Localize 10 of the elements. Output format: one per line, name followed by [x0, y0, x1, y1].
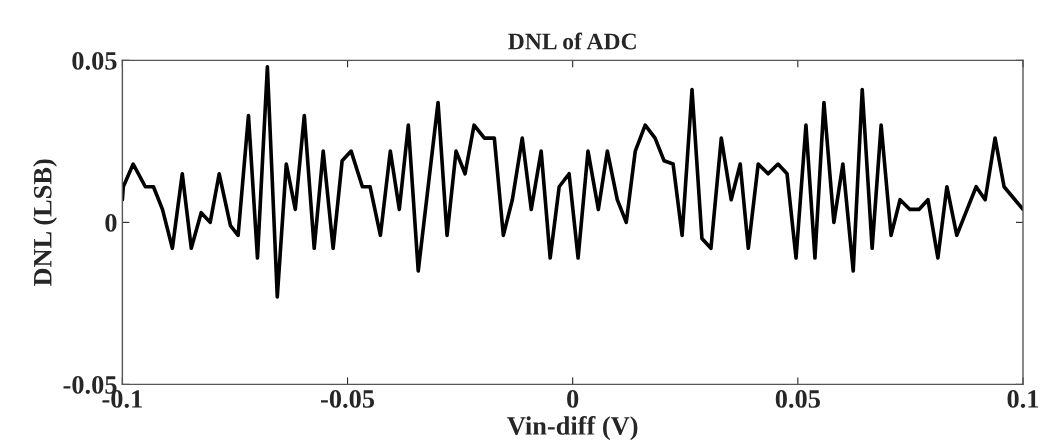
x-tick-label: -0.05 — [321, 390, 375, 408]
x-tick-label: 0.05 — [775, 390, 820, 408]
y-tick-label: 0 — [105, 213, 117, 232]
line-series — [122, 65, 1023, 299]
y-tick-label: 0.05 — [72, 51, 117, 70]
chart-title: DNL of ADC — [508, 32, 636, 50]
x-tick-label: 0 — [567, 390, 579, 408]
y-axis-title: DNL (LSB) — [33, 159, 57, 287]
x-tick-label: 0.1 — [1007, 390, 1039, 408]
x-axis-title: Vin-diff (V) — [507, 415, 638, 441]
